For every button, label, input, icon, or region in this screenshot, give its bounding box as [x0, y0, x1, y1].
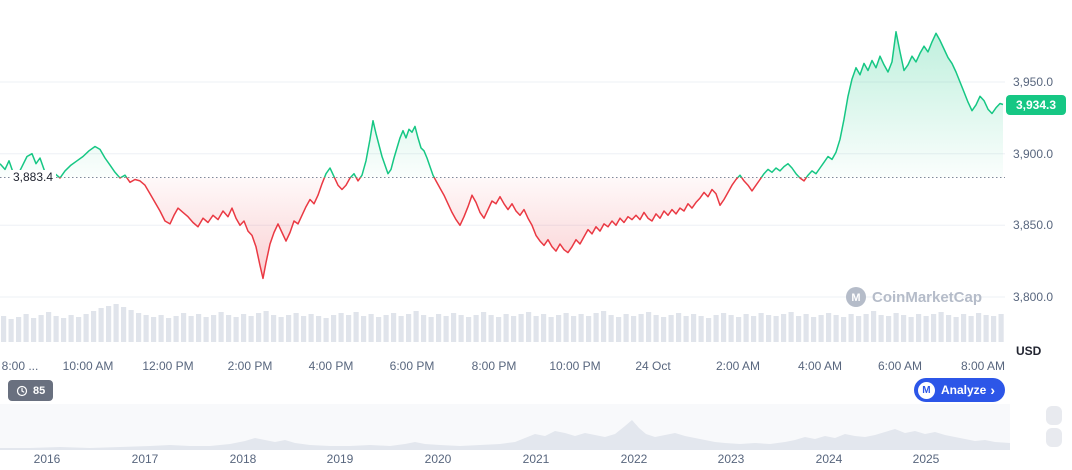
time-axis-label: 2:00 PM — [227, 359, 273, 373]
time-axis-label: 2:00 AM — [715, 359, 761, 373]
timeline-navigator[interactable] — [0, 404, 1010, 450]
current-price-badge: 3,934.3 — [1006, 94, 1066, 115]
price-axis-label: 3,950.0 — [1013, 75, 1054, 89]
analyze-logo-icon: M — [917, 381, 935, 399]
year-axis-label: 2020 — [424, 452, 452, 466]
history-clock-icon — [16, 385, 28, 396]
time-axis-label: 8:00 ... — [1, 359, 39, 373]
scrollbar-handle-top[interactable] — [1046, 406, 1062, 425]
year-axis: 2016 2017 2018 2019 2020 2021 2022 2023 2024 2025 — [0, 452, 1010, 466]
year-axis-label: 2016 — [33, 452, 61, 466]
insights-count-badge[interactable]: 85 — [8, 380, 54, 401]
year-axis-label: 2023 — [717, 452, 745, 466]
year-axis-label: 2017 — [131, 452, 159, 466]
time-axis-label: 24 Oct — [635, 359, 671, 373]
year-axis-label: 2025 — [912, 452, 940, 466]
price-axis-label: 3,850.0 — [1013, 218, 1054, 233]
price-chart-canvas[interactable] — [0, 0, 1005, 345]
year-axis-label: 2019 — [326, 452, 354, 466]
baseline-price-label: 3,883.4 — [10, 169, 57, 184]
time-axis-label: 10:00 AM — [62, 359, 114, 373]
time-axis: 8:00 ... 10:00 AM 12:00 PM 2:00 PM 4:00 PM 6:… — [0, 359, 1005, 374]
year-axis-label: 2024 — [815, 452, 843, 466]
year-axis-label: 2022 — [620, 452, 648, 466]
analyze-label: Analyze — [940, 383, 987, 397]
time-axis-label: 6:00 PM — [389, 359, 435, 373]
price-axis: 3,950.0 3,900.0 3,850.0 3,800.0 — [1005, 0, 1072, 345]
time-axis-label: 4:00 PM — [308, 359, 354, 373]
coinmarketcap-logo-icon: M — [846, 287, 866, 307]
year-axis-label: 2021 — [522, 452, 550, 466]
scrollbar-handle-bottom[interactable] — [1046, 428, 1062, 447]
time-axis-label: 12:00 PM — [142, 359, 194, 373]
price-axis-label: 3,900.0 — [1013, 146, 1054, 161]
time-axis-label: 6:00 AM — [877, 359, 923, 373]
insights-count: 85 — [33, 384, 46, 397]
time-axis-label: 8:00 AM — [960, 359, 1006, 373]
coinmarketcap-watermark: M CoinMarketCap — [846, 287, 982, 307]
year-axis-label: 2018 — [229, 452, 257, 466]
time-axis-label: 10:00 PM — [549, 359, 601, 373]
chevron-right-icon: › — [990, 382, 995, 398]
watermark-text: CoinMarketCap — [872, 288, 983, 306]
time-axis-label: 8:00 PM — [471, 359, 517, 373]
time-axis-label: 4:00 AM — [797, 359, 843, 373]
currency-label: USD — [1016, 344, 1042, 358]
analyze-button[interactable]: M Analyze › — [913, 378, 1005, 402]
svg-text:M: M — [851, 292, 860, 304]
price-axis-label: 3,800.0 — [1013, 290, 1054, 304]
